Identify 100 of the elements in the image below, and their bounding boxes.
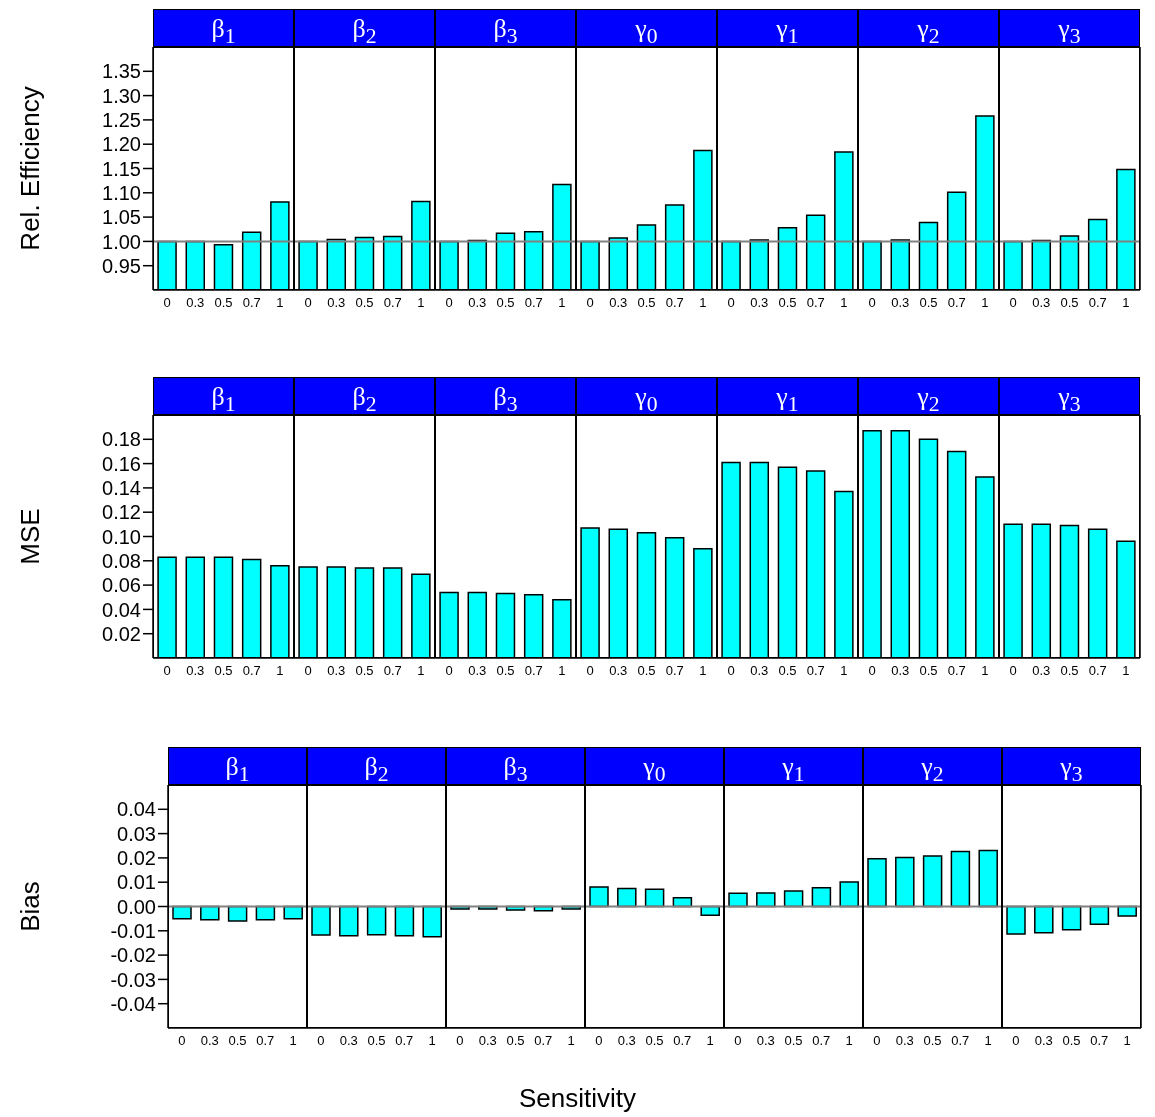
x-tick-label: 0.7 — [806, 295, 825, 311]
x-tick-label: 0.3 — [327, 295, 346, 311]
y-tick-label: 0.01 — [117, 871, 156, 894]
x-tick-label: 0 — [1009, 663, 1017, 679]
x-tick-label: 0.7 — [242, 295, 261, 311]
x-tick-label: 0.7 — [665, 663, 684, 679]
y-tick-label: 0.18 — [102, 428, 141, 451]
x-tick-label: 1 — [699, 295, 707, 311]
x-tick-label: 0 — [456, 1033, 464, 1049]
chart-title: γ$_{3}$ — [999, 9, 1140, 49]
x-tick-label: 0.7 — [806, 663, 825, 679]
x-tick-label: 0.5 — [919, 295, 938, 311]
x-tick-label: 0 — [727, 295, 735, 311]
chart-title: β$_{3}$ — [446, 747, 585, 787]
x-tick-label: 0.5 — [496, 295, 515, 311]
x-tick-label: 1 — [289, 1033, 297, 1049]
chart-title: γ$_{2}$ — [858, 9, 999, 49]
x-tick-label: 1 — [1122, 295, 1130, 311]
y-axis-title: MSE — [15, 508, 46, 565]
x-tick-label: 0 — [445, 663, 453, 679]
x-tick-label: 0.7 — [534, 1033, 553, 1049]
x-axis-title: Sensitivity — [517, 1083, 637, 1114]
x-tick-label: 0.3 — [186, 295, 205, 311]
y-tick-label: 1.00 — [102, 230, 141, 253]
chart-title: β$_{1}$ — [153, 9, 294, 49]
y-tick-label: -0.04 — [110, 992, 156, 1015]
chart-title: γ$_{1}$ — [717, 377, 858, 417]
x-tick-label: 0.7 — [256, 1033, 275, 1049]
x-tick-label: 0.7 — [383, 295, 402, 311]
x-tick-label: 0 — [1009, 295, 1017, 311]
y-tick-label: 0.14 — [102, 477, 141, 499]
chart-title: γ$_{3}$ — [1002, 747, 1141, 787]
chart-title: γ$_{1}$ — [717, 9, 858, 49]
x-tick-label: 1 — [981, 663, 989, 679]
x-tick-label: 0.5 — [355, 663, 374, 679]
x-tick-label: 1 — [845, 1033, 853, 1049]
x-tick-label: 0 — [727, 663, 735, 679]
chart-title: γ$_{2}$ — [863, 747, 1002, 787]
x-tick-label: 0.3 — [1032, 663, 1051, 679]
x-tick-label: 1 — [428, 1033, 436, 1049]
x-tick-label: 0.5 — [645, 1033, 664, 1049]
x-tick-label: 1 — [558, 663, 566, 679]
x-tick-label: 0.5 — [1062, 1033, 1081, 1049]
x-tick-label: 0.3 — [895, 1033, 914, 1049]
x-tick-label: 0.5 — [214, 295, 233, 311]
y-tick-label: 1.25 — [102, 109, 141, 131]
x-tick-label: 0.3 — [756, 1033, 775, 1049]
x-tick-label: 0 — [178, 1033, 186, 1049]
x-tick-label: 1 — [417, 295, 425, 311]
x-tick-label: 0 — [595, 1033, 603, 1049]
x-tick-label: 0.5 — [919, 663, 938, 679]
x-tick-label: 0.3 — [750, 663, 769, 679]
y-tick-label: 1.15 — [102, 157, 141, 180]
chart-title: β$_{2}$ — [294, 377, 435, 417]
chart-title: β$_{1}$ — [153, 377, 294, 417]
y-tick-label: 0.06 — [102, 574, 141, 597]
x-tick-label: 0.5 — [923, 1033, 942, 1049]
x-tick-label: 1 — [840, 295, 848, 311]
chart-title: γ$_{1}$ — [724, 747, 863, 787]
x-tick-label: 1 — [567, 1033, 575, 1049]
y-tick-label: 0.12 — [102, 501, 141, 524]
x-tick-label: 0.3 — [339, 1033, 358, 1049]
x-tick-label: 1 — [840, 663, 848, 679]
x-tick-label: 0.5 — [214, 663, 233, 679]
x-tick-label: 0.5 — [367, 1033, 386, 1049]
x-tick-label: 0.7 — [1088, 295, 1107, 311]
y-tick-label: 0.02 — [117, 847, 156, 869]
x-tick-label: 0.3 — [617, 1033, 636, 1049]
x-tick-label: 0.3 — [478, 1033, 497, 1049]
chart-title: γ$_{0}$ — [576, 377, 717, 417]
x-tick-label: 1 — [984, 1033, 992, 1049]
x-tick-label: 0.3 — [1034, 1033, 1053, 1049]
x-tick-label: 1 — [417, 663, 425, 679]
x-tick-label: 0.7 — [524, 295, 543, 311]
x-tick-label: 0.7 — [673, 1033, 692, 1049]
y-tick-label: 0.95 — [102, 254, 141, 277]
chart-title: γ$_{0}$ — [585, 747, 724, 787]
x-tick-label: 1 — [276, 295, 284, 311]
x-tick-label: 0 — [1012, 1033, 1020, 1049]
x-tick-label: 0.3 — [468, 663, 487, 679]
x-tick-label: 0.7 — [1090, 1033, 1109, 1049]
x-tick-label: 0 — [163, 295, 171, 311]
y-tick-label: 0.16 — [102, 452, 141, 475]
x-tick-label: 0 — [586, 295, 594, 311]
y-tick-label: 0.04 — [117, 798, 156, 821]
x-tick-label: 0.7 — [812, 1033, 831, 1049]
x-tick-label: 0.3 — [750, 295, 769, 311]
x-tick-label: 0 — [317, 1033, 325, 1049]
x-tick-label: 0.7 — [524, 663, 543, 679]
x-tick-label: 0.5 — [637, 295, 656, 311]
y-tick-label: -0.02 — [110, 944, 156, 967]
x-tick-label: 0.5 — [637, 663, 656, 679]
chart-title: β$_{2}$ — [307, 747, 446, 787]
y-axis-title: Rel. Efficiency — [15, 86, 46, 251]
x-tick-label: 0.7 — [947, 295, 966, 311]
x-tick-label: 0.7 — [951, 1033, 970, 1049]
x-tick-label: 0.3 — [891, 295, 910, 311]
x-tick-label: 0.5 — [778, 295, 797, 311]
x-tick-label: 1 — [981, 295, 989, 311]
x-tick-label: 1 — [706, 1033, 714, 1049]
